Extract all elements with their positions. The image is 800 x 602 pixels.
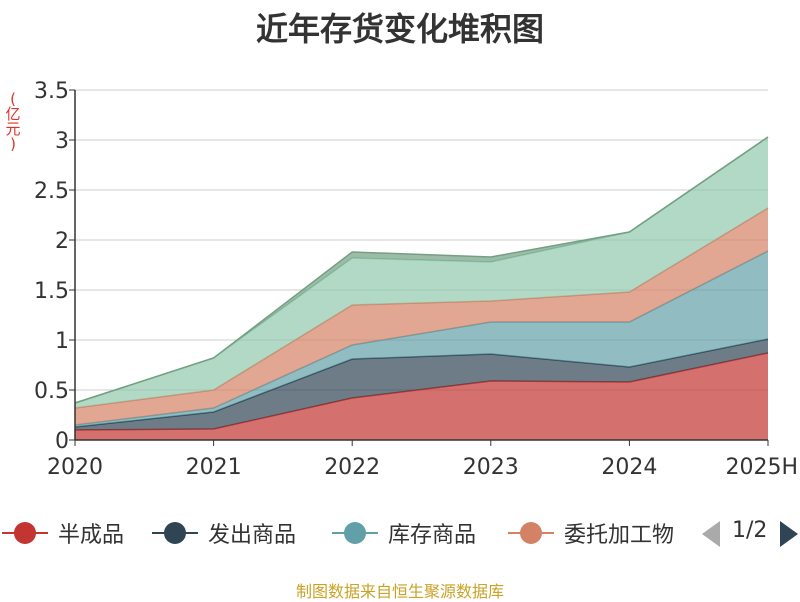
series-area-4 [75,137,768,408]
series-areas [74,136,769,440]
legend-swatch [506,516,556,550]
legend-item-goods-shipped[interactable]: 发出商品 [150,516,296,550]
legend-label: 半成品 [58,523,125,548]
series-line-5 [74,136,769,404]
series-area-3 [75,208,768,425]
x-tick-label: 2021 [186,455,242,480]
y-axis-unit: ( 亿 元 ) [4,92,22,152]
y-tick-label: 2.5 [34,179,69,204]
unit-char: ( [10,90,16,108]
page-indicator: 1/2 [732,518,768,543]
legend-item-semi-finished[interactable]: 半成品 [0,516,124,550]
legend-item-consigned-processing[interactable]: 委托加工物 [506,516,674,550]
legend-label: 委托加工物 [564,523,675,548]
series-area-0 [75,353,768,440]
prev-page-icon[interactable] [702,521,720,547]
x-tick-label: 2025H [725,455,798,480]
legend-item-inventory-goods[interactable]: 库存商品 [330,516,476,550]
x-tick-label: 2022 [324,455,380,480]
y-tick-label: 2 [55,229,69,254]
legend-swatch [0,516,50,550]
x-tick-label: 2024 [601,455,657,480]
x-tick-label: 2020 [47,455,103,480]
series-area-2 [75,251,768,427]
axes: 0 0.5 1 1.5 2 2.5 3 3.5 2020 2021 2022 2023 2024 2025… [34,79,798,480]
next-page-icon[interactable] [780,521,798,547]
legend-pager: 1/2 [700,516,800,550]
legend-label: 库存商品 [388,523,477,548]
data-source-note: 制图数据来自恒生聚源数据库 [295,582,504,601]
unit-char: ) [10,135,16,153]
series-area-1 [75,339,768,430]
y-tick-label: 3.5 [34,79,69,104]
x-tick-label: 2023 [463,455,519,480]
unit-char: 元 [5,120,21,138]
y-tick-label: 1 [55,329,69,354]
y-tick-label: 0 [55,429,69,454]
y-tick-label: 0.5 [34,379,69,404]
unit-char: 亿 [5,105,21,123]
legend: 半成品 发出商品 库存商品 委托加工物 [0,516,800,550]
legend-swatch [330,516,380,550]
legend-label: 发出商品 [208,523,297,548]
y-tick-label: 1.5 [34,279,69,304]
legend-swatch [150,516,200,550]
y-tick-label: 3 [55,129,69,154]
chart-title: 近年存货变化堆积图 [255,10,544,48]
